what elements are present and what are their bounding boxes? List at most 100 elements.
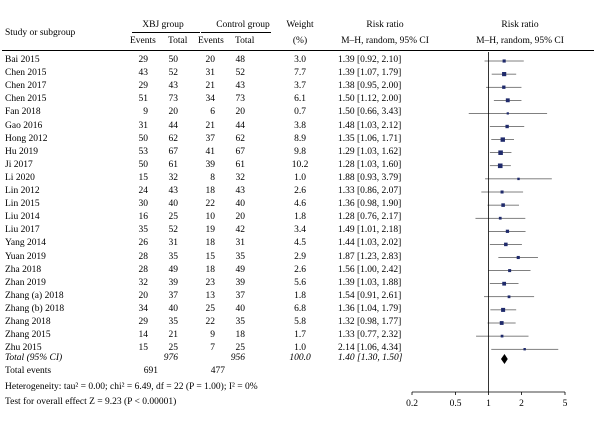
header-xbj-total: Total [168,36,188,46]
header-divider [2,50,594,51]
point-estimate-marker [498,216,502,220]
point-estimate-marker [516,255,520,260]
study-name: Lin 2015 [5,199,40,210]
xbj-events: 15 [138,172,149,183]
risk-ratio-ci: 1.88 [0.93, 3.79] [338,172,402,183]
control-events: 23 [205,277,216,288]
risk-ratio-ci: 1.28 [0.76, 2.17] [338,212,402,223]
xbj-events: 20 [138,290,149,301]
point-estimate-marker [506,112,509,115]
point-estimate-marker [517,177,520,181]
control-total: 37 [235,290,246,301]
weight: 3.7 [294,81,306,92]
header-plot-title: Risk ratio [501,20,539,30]
risk-ratio-ci: 1.39 [0.92, 2.10] [338,55,402,65]
risk-ratio-ci: 1.33 [0.77, 2.32] [338,330,402,341]
xbj-events: 9 [143,107,148,118]
control-total: 20 [235,212,246,223]
control-events: 18 [205,186,216,196]
control-events: 9 [210,330,215,341]
weight: 3.4 [294,225,306,236]
control-total: 52 [235,68,246,79]
control-total: 18 [235,330,246,341]
xbj-total: 73 [168,94,179,105]
xbj-total: 35 [168,251,179,262]
study-name: Fan 2018 [5,107,41,118]
header-weight: Weight [286,20,314,30]
x-tick-label: 5 [563,399,568,409]
xbj-total: 35 [168,317,179,327]
study-name: Chen 2017 [5,81,47,92]
xbj-total: 31 [168,238,179,249]
weight: 1.7 [294,330,306,341]
xbj-total: 44 [168,120,179,131]
control-total: 67 [235,146,246,157]
xbj-total: 37 [168,290,179,301]
risk-ratio-ci: 1.36 [0.98, 1.90] [338,199,402,210]
weight: 10.2 [291,159,309,170]
risk-ratio-ci: 2.14 [1.06, 4.34] [338,343,402,354]
control-total: 40 [235,303,246,314]
total-events-control: 477 [210,366,225,376]
control-events: 18 [205,238,216,249]
control-total: 49 [235,264,246,275]
study-name: Hu 2019 [5,146,38,157]
xbj-total: 20 [168,107,179,118]
study-name: Ji 2017 [5,159,33,170]
control-events: 31 [205,68,216,79]
weight: 2.6 [294,186,306,196]
pooled-diamond [500,354,508,364]
overall-effect-test: Test for overall effect Z = 9.23 (P < 0.… [5,397,177,407]
study-name: Lin 2012 [5,186,40,196]
x-tick-label: 2 [519,399,524,409]
risk-ratio-ci: 1.28 [1.03, 1.60] [338,159,402,170]
control-events: 22 [205,317,216,327]
header-weight-unit: (%) [292,36,308,46]
xbj-total: 21 [168,330,179,341]
risk-ratio-ci: 1.87 [1.23, 2.83] [338,251,402,262]
weight: 6.8 [294,303,306,314]
point-estimate-marker [498,150,503,155]
xbj-total: 43 [168,81,179,92]
control-total: 20 [235,107,246,118]
xbj-total: 40 [168,199,179,210]
x-tick-label: 0.2 [406,399,418,409]
xbj-events: 35 [138,225,149,236]
xbj-total: 40 [168,303,179,314]
xbj-events: 43 [138,68,149,79]
point-estimate-marker [502,59,506,63]
header-control-group: Control group [216,20,270,30]
study-name: Chen 2015 [5,68,47,79]
study-name: Liu 2014 [5,212,40,223]
risk-ratio-ci: 1.29 [1.03, 1.62] [338,146,402,157]
point-estimate-marker [499,321,504,325]
xbj-events: 28 [138,251,149,262]
control-events: 18 [205,264,216,275]
header-xbj-events: Events [130,36,156,46]
weight: 1.0 [294,172,306,183]
xbj-total: 50 [168,55,179,65]
xbj-events: 24 [138,186,149,196]
xbj-events: 31 [138,120,149,131]
x-tick-label: 1 [486,399,491,409]
control-total: 32 [235,172,246,183]
header-xbj-group: XBJ group [142,20,184,30]
xbj-total: 62 [168,133,179,144]
control-events: 19 [205,225,216,236]
risk-ratio-ci: 1.49 [1.01, 2.18] [338,225,402,236]
header-study: Study or subgroup [5,28,76,38]
point-estimate-marker [523,347,526,351]
study-name: Hong 2012 [5,133,48,144]
weight: 4.6 [294,199,306,210]
xbj-events: 29 [138,81,149,92]
header-control-events: Events [198,36,224,46]
risk-ratio-ci: 1.39 [1.03, 1.88] [338,277,402,288]
control-total: 25 [235,343,246,354]
control-events: 20 [205,55,216,65]
point-estimate-marker [501,307,506,312]
control-total: 44 [235,120,246,131]
total-events-label: Total events [5,366,52,376]
xbj-total: 25 [168,343,179,354]
control-total: 39 [235,277,246,288]
